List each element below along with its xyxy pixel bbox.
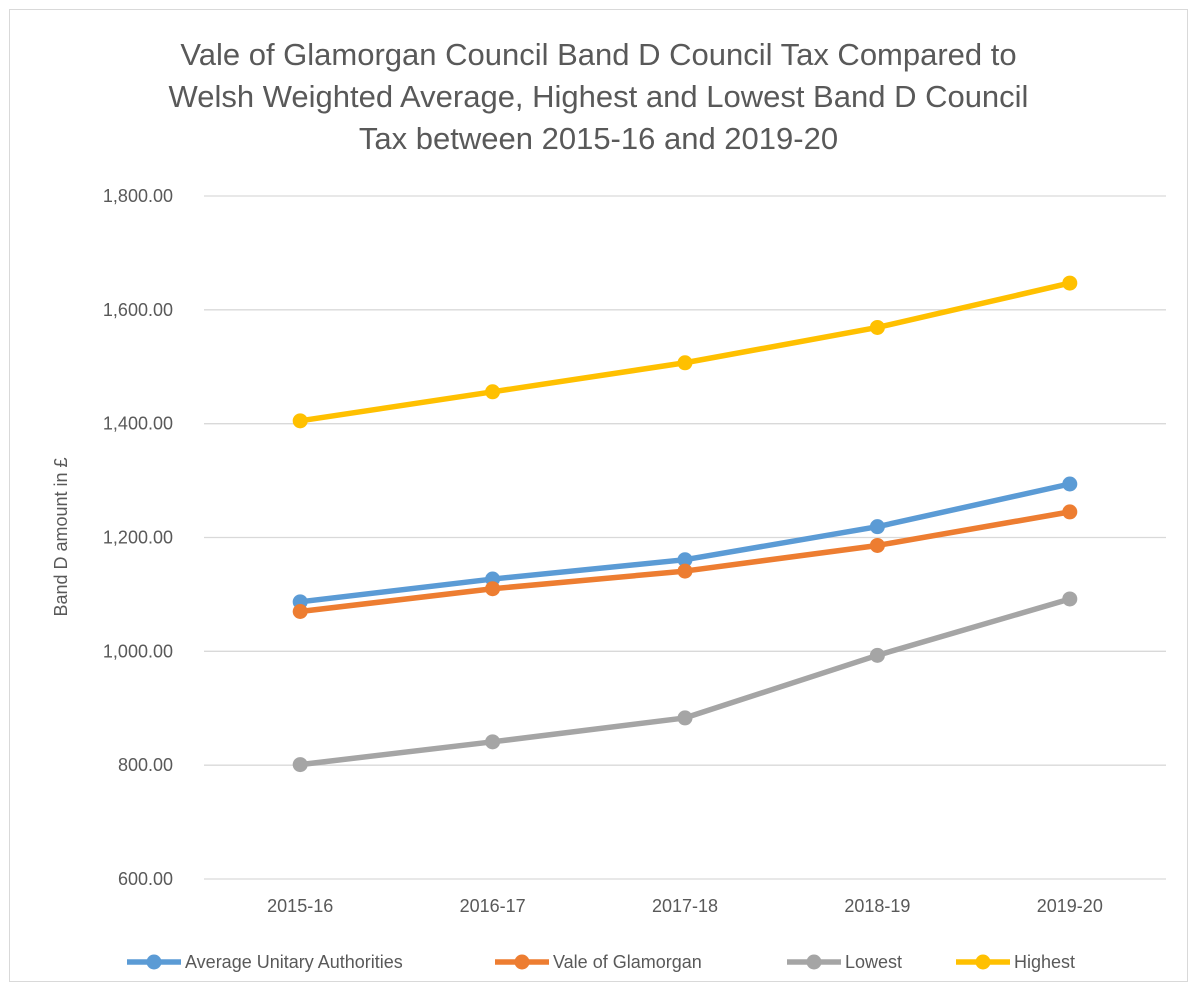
x-tick-label: 2015-16: [267, 896, 333, 916]
data-point: [292, 413, 308, 429]
chart-title-line-2: Welsh Weighted Average, Highest and Lowe…: [168, 79, 1029, 114]
data-point: [1062, 275, 1078, 291]
legend-item: Highest: [956, 952, 1075, 972]
legend-item: Vale of Glamorgan: [495, 952, 702, 972]
data-point: [677, 355, 693, 371]
data-point: [869, 519, 885, 535]
x-axis-ticks: 2015-16 2016-17 2017-18 2018-19 2019-20: [267, 896, 1103, 916]
data-point: [485, 734, 501, 750]
data-point: [292, 757, 308, 773]
legend-swatch-marker: [975, 954, 991, 970]
series-line: [297, 481, 1073, 605]
x-tick-label: 2016-17: [460, 896, 526, 916]
legend-swatch-marker: [806, 954, 822, 970]
y-tick-label: 1,600.00: [103, 300, 173, 320]
legend-swatch-marker: [514, 954, 530, 970]
y-tick-label: 1,800.00: [103, 186, 173, 206]
data-point: [485, 384, 501, 400]
y-tick-label: 600.00: [118, 869, 173, 889]
x-tick-label: 2017-18: [652, 896, 718, 916]
legend-label: Lowest: [845, 952, 902, 972]
y-tick-label: 1,200.00: [103, 528, 173, 548]
legend-swatch-marker: [146, 954, 162, 970]
chart-title-line-1: Vale of Glamorgan Council Band D Council…: [180, 37, 1017, 72]
data-point: [677, 563, 693, 579]
x-tick-label: 2018-19: [844, 896, 910, 916]
data-point: [485, 581, 501, 597]
data-point: [1062, 504, 1078, 520]
series-line: [297, 280, 1073, 424]
chart-title: Vale of Glamorgan Council Band D Council…: [0, 34, 1197, 160]
legend-label: Highest: [1014, 952, 1075, 972]
series-2: [292, 591, 1078, 773]
y-axis-ticks: 600.00 800.00 1,000.00 1,200.00 1,400.00 1,60…: [103, 186, 173, 889]
y-axis-label: Band D amount in £: [51, 457, 71, 616]
y-tick-label: 800.00: [118, 755, 173, 775]
legend-label: Vale of Glamorgan: [553, 952, 702, 972]
series-lines: [292, 275, 1078, 773]
chart-title-line-3: Tax between 2015-16 and 2019-20: [358, 121, 839, 156]
legend-label: Average Unitary Authorities: [185, 952, 403, 972]
data-point: [292, 603, 308, 619]
legend: Average Unitary Authorities Vale of Glamo…: [127, 952, 1075, 972]
series-3: [292, 275, 1078, 429]
data-point: [869, 319, 885, 335]
chart-frame: [9, 9, 1188, 982]
data-point: [1062, 476, 1078, 492]
data-point: [869, 647, 885, 663]
data-point: [677, 552, 693, 568]
data-point: [1062, 591, 1078, 607]
legend-item: Lowest: [787, 952, 902, 972]
gridlines: [204, 195, 1166, 880]
data-point: [869, 537, 885, 553]
y-tick-label: 1,400.00: [103, 414, 173, 434]
y-tick-label: 1,000.00: [103, 641, 173, 661]
series-0: [292, 476, 1078, 610]
series-1: [292, 504, 1078, 619]
x-tick-label: 2019-20: [1037, 896, 1103, 916]
data-point: [677, 710, 693, 726]
series-line: [297, 596, 1073, 768]
legend-item: Average Unitary Authorities: [127, 952, 403, 972]
